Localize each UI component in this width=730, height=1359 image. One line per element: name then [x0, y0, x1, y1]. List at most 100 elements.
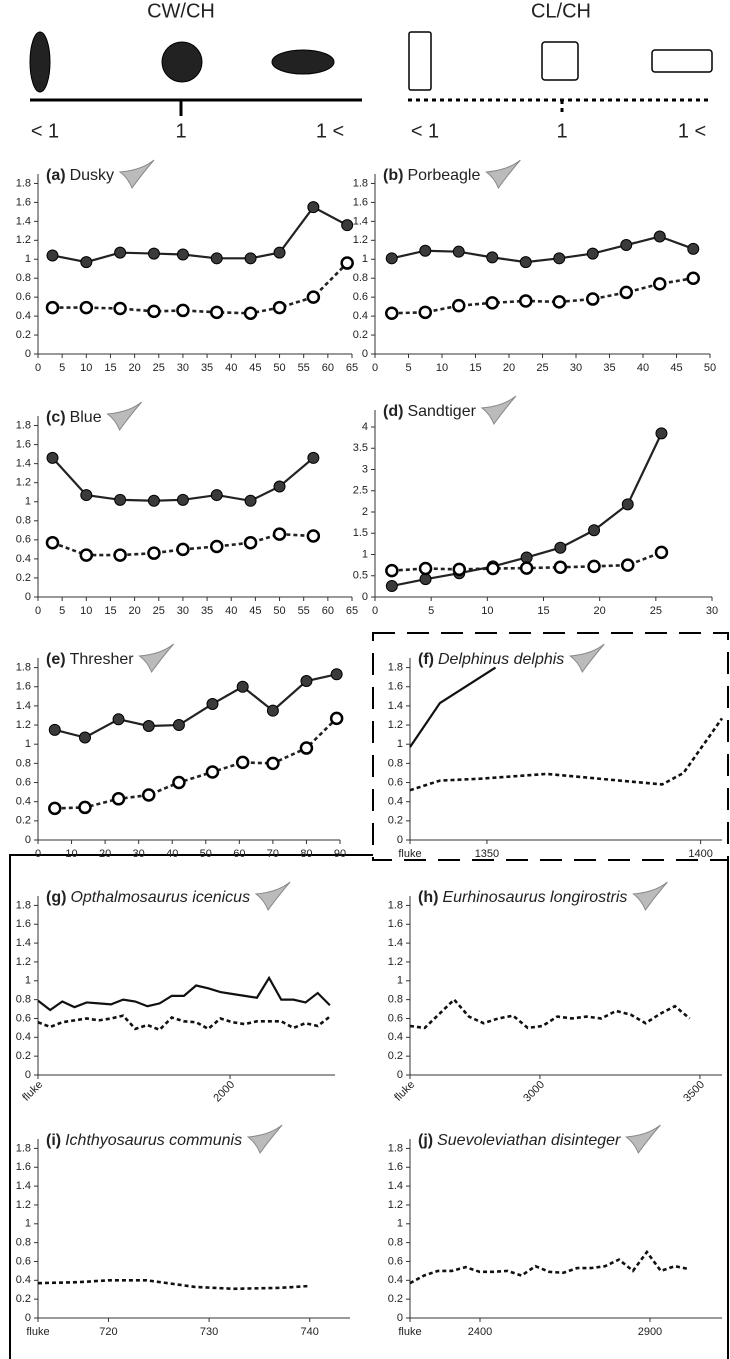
- panel-title: Delphinus delphis: [438, 651, 564, 668]
- data-point: [209, 305, 224, 320]
- x-tick-label: 35: [201, 605, 213, 617]
- y-tick-label: 1.4: [388, 700, 403, 712]
- panel-title: Porbeagle: [407, 167, 480, 184]
- y-tick-label: 1.2: [388, 1199, 403, 1211]
- y-tick-label: 1.8: [388, 899, 403, 911]
- x-tick-label: 80: [300, 848, 312, 860]
- data-point: [653, 277, 667, 291]
- scale-label: 1: [556, 120, 567, 142]
- data-point: [235, 755, 250, 770]
- x-tick-label: 90: [334, 848, 346, 860]
- shape-icon: [541, 41, 579, 81]
- data-point: [307, 201, 320, 214]
- y-tick-label: 0.4: [16, 310, 31, 322]
- species-icon: [138, 643, 174, 674]
- x-tick-label: fluke: [26, 1326, 49, 1338]
- y-tick-label: 2: [362, 506, 368, 518]
- panel-label: (h): [418, 889, 438, 906]
- y-tick-label: 1.4: [16, 700, 31, 712]
- x-tick-label: 15: [104, 605, 116, 617]
- y-tick-label: 0.2: [388, 1050, 403, 1062]
- data-point: [619, 285, 633, 300]
- y-tick-label: 0.4: [388, 796, 403, 808]
- series-line: [409, 1249, 689, 1285]
- y-tick-label: 0: [397, 1312, 403, 1324]
- x-tick-label: 60: [233, 848, 245, 860]
- data-point: [300, 674, 313, 687]
- y-tick-label: 1: [397, 1218, 403, 1230]
- x-tick-label: 30: [133, 848, 145, 860]
- panel-label: (c): [46, 409, 66, 426]
- panel-label: (i): [46, 1132, 61, 1149]
- data-point: [243, 306, 258, 321]
- x-tick-label: 20: [99, 848, 111, 860]
- panel-title: Blue: [70, 409, 102, 426]
- y-tick-label: 2.5: [353, 485, 368, 497]
- y-tick-label: 1.6: [16, 438, 31, 450]
- data-point: [210, 252, 223, 265]
- x-tick-label: 70: [267, 848, 279, 860]
- y-tick-label: 0.4: [388, 1274, 403, 1286]
- y-tick-label: 1: [362, 253, 368, 265]
- data-point: [486, 561, 500, 576]
- data-point: [272, 300, 287, 315]
- y-tick-label: 0.6: [16, 1255, 31, 1267]
- panel-title: Eurhinosaurus longirostris: [442, 889, 627, 906]
- x-tick-label: 60: [322, 362, 334, 374]
- y-tick-label: 0.8: [353, 272, 368, 284]
- y-tick-label: 1: [362, 548, 368, 560]
- data-point: [486, 251, 499, 264]
- data-point: [385, 563, 399, 578]
- data-point: [520, 551, 533, 564]
- species-icon: [568, 643, 605, 674]
- panel-label: (j): [418, 1132, 433, 1149]
- x-tick-label: 0: [35, 848, 41, 860]
- data-point: [79, 300, 94, 315]
- shape-icon: [161, 41, 203, 83]
- y-tick-label: 0.4: [353, 310, 368, 322]
- y-tick-label: 1.8: [353, 177, 368, 189]
- x-tick-label: 30: [570, 362, 582, 374]
- x-tick-label: 720: [99, 1326, 117, 1338]
- data-point: [519, 561, 534, 575]
- scale-label: 1 <: [316, 120, 344, 142]
- data-point: [176, 542, 190, 557]
- y-tick-label: 1.4: [388, 937, 403, 949]
- y-tick-label: 0.4: [16, 1031, 31, 1043]
- series-line: [409, 717, 724, 792]
- data-point: [244, 494, 257, 507]
- y-tick-label: 3: [362, 463, 368, 475]
- x-tick-label: 25: [536, 362, 548, 374]
- shape-icon: [408, 31, 432, 91]
- data-point: [80, 256, 93, 269]
- y-tick-label: 0: [362, 348, 368, 360]
- data-point: [385, 306, 399, 321]
- series-line: [52, 262, 349, 315]
- x-tick-label: 35: [603, 362, 615, 374]
- x-tick-label: 55: [298, 362, 310, 374]
- x-tick-label: 15: [469, 362, 481, 374]
- x-tick-label: 15: [537, 605, 549, 617]
- species-icon: [625, 1124, 661, 1155]
- y-tick-label: 0: [397, 834, 403, 846]
- y-tick-label: 0: [25, 834, 31, 846]
- data-point: [79, 548, 94, 562]
- x-tick-label: 20: [594, 605, 606, 617]
- x-tick-label: 50: [200, 848, 212, 860]
- header-title: CL/CH: [531, 0, 591, 22]
- data-point: [553, 252, 566, 265]
- data-point: [306, 529, 321, 543]
- scale-label: < 1: [31, 120, 59, 142]
- scale-label: 1: [175, 120, 186, 142]
- data-point: [341, 219, 354, 232]
- series-line: [409, 997, 691, 1030]
- data-point: [210, 489, 223, 502]
- y-tick-label: 0.8: [16, 272, 31, 284]
- x-tick-label: 60: [322, 605, 334, 617]
- data-point: [452, 562, 466, 577]
- y-tick-label: 1.4: [16, 458, 31, 470]
- x-tick-label: 10: [436, 362, 448, 374]
- x-tick-label: 40: [225, 605, 237, 617]
- data-point: [112, 713, 125, 726]
- data-point: [419, 573, 432, 586]
